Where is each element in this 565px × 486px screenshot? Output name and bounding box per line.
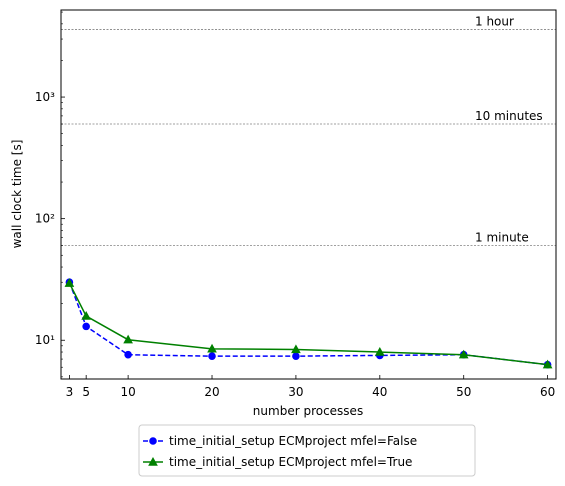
y-axis-label: wall clock time [s]: [10, 140, 24, 249]
legend: time_initial_setup ECMproject mfel=False…: [138, 424, 476, 477]
legend-item: time_initial_setup ECMproject mfel=False: [143, 434, 417, 448]
data-point: [123, 334, 133, 344]
x-tick-label: 5: [82, 385, 90, 399]
legend-label: time_initial_setup ECMproject mfel=True: [169, 455, 412, 469]
y-tick-label: 10²: [35, 212, 55, 226]
y-tick-label: 10¹: [35, 333, 55, 347]
x-tick-label: 30: [288, 385, 303, 399]
data-point: [458, 349, 469, 359]
y-axis: 10¹ 10² 10³: [35, 11, 65, 378]
legend-marker: [148, 456, 158, 466]
data-point: [124, 350, 132, 359]
x-axis: 3 5 10 20 30 40 50 60: [66, 375, 555, 399]
x-axis-label: number processes: [253, 404, 363, 418]
x-tick-label: 60: [540, 385, 555, 399]
data-point: [542, 359, 553, 369]
x-tick-label: 20: [204, 385, 219, 399]
data-point: [64, 278, 75, 287]
data-point: [81, 311, 92, 320]
reference-line-label: 1 minute: [475, 231, 529, 245]
plot-frame: [60, 9, 557, 380]
data-point: [82, 322, 90, 331]
x-tick-label: 10: [120, 385, 135, 399]
x-tick-label: 3: [66, 385, 74, 399]
series-1: [65, 278, 552, 369]
legend-item: time_initial_setup ECMproject mfel=True: [143, 455, 412, 469]
data-point: [291, 344, 301, 354]
legend-marker: [149, 437, 157, 445]
reference-lines: 1 minute 10 minutes 1 hour: [61, 14, 556, 247]
data-point: [207, 343, 217, 353]
data-point: [292, 352, 300, 360]
series-layer: [64, 278, 553, 369]
data-point: [374, 346, 385, 356]
x-tick-label: 50: [456, 385, 471, 399]
legend-box: [138, 424, 476, 477]
series-2: [64, 278, 553, 369]
series-line: [68, 281, 548, 366]
x-tick-label: 40: [372, 385, 387, 399]
y-tick-label: 10³: [35, 90, 55, 104]
reference-line-label: 1 hour: [475, 14, 514, 28]
series-line: [68, 282, 548, 366]
reference-line-label: 10 minutes: [475, 109, 543, 123]
data-point: [208, 352, 216, 360]
legend-label: time_initial_setup ECMproject mfel=False: [169, 434, 417, 448]
